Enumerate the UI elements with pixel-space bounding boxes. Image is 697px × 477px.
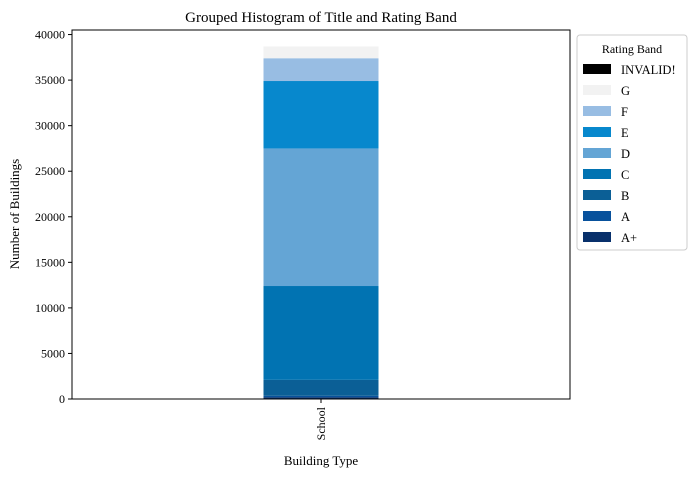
legend-label-c: C: [621, 168, 629, 182]
y-axis-label: Number of Buildings: [7, 159, 22, 270]
bar-stack: [263, 46, 379, 399]
x-axis-label: Building Type: [284, 453, 359, 468]
bar-segment-c: [263, 286, 379, 380]
legend-label-a: A: [621, 210, 630, 224]
y-tick-label: 25000: [35, 164, 65, 178]
y-axis: 0 5000 10000 15000 20000 25000 30000 35000 40000: [35, 28, 72, 406]
legend-label-g: G: [621, 84, 630, 98]
bar-segment-a: [263, 395, 379, 398]
bar-segment-b: [263, 379, 379, 396]
legend-label-e: E: [621, 126, 629, 140]
bar-segment-d: [263, 148, 379, 287]
chart-title: Grouped Histogram of Title and Rating Ba…: [185, 10, 457, 26]
y-tick-label: 10000: [35, 301, 65, 315]
legend-label-d: D: [621, 147, 630, 161]
legend-label-b: B: [621, 189, 629, 203]
legend-swatch-f: [583, 106, 611, 116]
y-tick-label: 35000: [35, 73, 65, 87]
y-tick-label: 30000: [35, 119, 65, 133]
legend-swatch-invalid: [583, 64, 611, 74]
bar-segment-a-plus: [263, 397, 379, 399]
legend-title: Rating Band: [602, 42, 662, 56]
y-tick-label: 20000: [35, 210, 65, 224]
x-tick-label: School: [314, 406, 328, 440]
legend-swatch-b: [583, 190, 611, 200]
bar-segment-e: [263, 81, 379, 149]
legend-label-a-plus: A+: [621, 231, 637, 245]
legend-swatch-e: [583, 127, 611, 137]
legend-swatch-c: [583, 169, 611, 179]
bar-segment-g: [263, 46, 379, 59]
y-tick-label: 0: [59, 392, 65, 406]
legend-label-invalid: INVALID!: [621, 63, 676, 77]
legend-swatch-d: [583, 148, 611, 158]
legend-swatch-a: [583, 211, 611, 221]
y-tick-label: 15000: [35, 255, 65, 269]
legend-swatch-a-plus: [583, 232, 611, 242]
y-tick-label: 5000: [41, 346, 65, 360]
x-axis: School: [314, 399, 328, 440]
y-tick-label: 40000: [35, 28, 65, 42]
legend-swatch-g: [583, 85, 611, 95]
legend-label-f: F: [621, 105, 628, 119]
bar-segment-f: [263, 58, 379, 82]
